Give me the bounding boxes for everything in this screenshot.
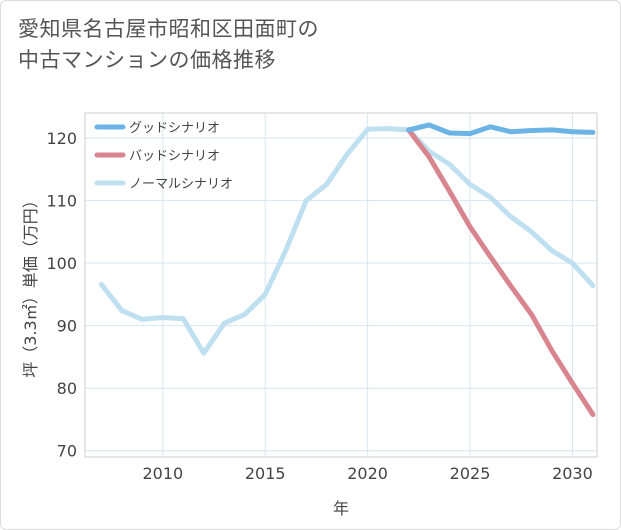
x-tick-label: 2025 (450, 464, 491, 483)
chart-title-line-1: 愛知県名古屋市昭和区田面町の (18, 17, 319, 41)
grid (85, 113, 597, 457)
y-tick-label: 110 (46, 192, 77, 211)
x-tick-label: 2010 (142, 464, 183, 483)
x-axis-label: 年 (333, 499, 349, 518)
legend-label: ノーマルシナリオ (129, 177, 233, 192)
series-line-0 (406, 122, 596, 137)
series-line-2 (98, 126, 596, 356)
plot-frame (84, 112, 598, 458)
y-axis-label: 坪（3.3㎡）単価（万円） (21, 192, 40, 377)
y-tick-label: 90 (57, 317, 77, 336)
legend-label: バッドシナリオ (129, 149, 220, 164)
x-tick-label: 2020 (347, 464, 388, 483)
x-tick-label: 2030 (552, 464, 593, 483)
y-tick-label: 70 (57, 442, 77, 461)
x-axis-ticks: 2010 2015 2020 2025 2030 (142, 464, 592, 483)
y-tick-label: 100 (46, 254, 77, 273)
legend-label: グッドシナリオ (129, 121, 220, 136)
x-tick-label: 2015 (245, 464, 286, 483)
y-axis-ticks: 70 80 90 100 110 120 (46, 129, 77, 461)
y-tick-label: 80 (57, 379, 77, 398)
chart-title-line-2: 中古マンションの価格推移 (18, 48, 276, 72)
series-lines (98, 122, 596, 417)
chart-title: 愛知県名古屋市昭和区田面町の 中古マンションの価格推移 (18, 14, 578, 76)
series-line-1 (406, 127, 596, 417)
y-tick-label: 120 (46, 129, 77, 148)
